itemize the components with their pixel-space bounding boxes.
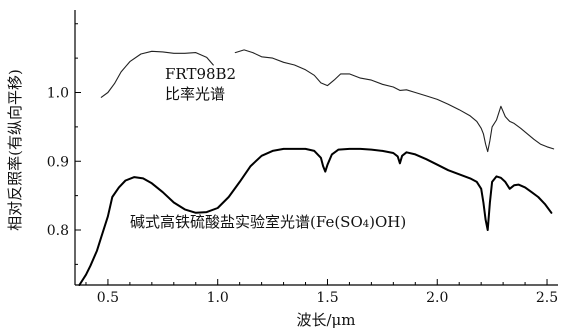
series-2-label: 碱式高铁硫酸盐实验室光谱(Fe(SO4)OH) bbox=[130, 213, 406, 231]
x-axis-label: 波长/μm bbox=[296, 311, 355, 329]
series-1-line-segment-1 bbox=[100, 50, 214, 98]
x-tick-label: 2.0 bbox=[426, 290, 448, 306]
series-1-line-segment-2 bbox=[234, 49, 555, 153]
x-tick-label: 2.5 bbox=[536, 290, 558, 306]
y-tick-label: 0.8 bbox=[47, 223, 69, 239]
plot-frame bbox=[74, 10, 558, 286]
y-axis-label: 相对反照率(有纵向平移) bbox=[6, 69, 24, 231]
series-2-line-segment-1 bbox=[78, 147, 553, 286]
x-tick-label: 0.5 bbox=[97, 290, 119, 306]
series-1-label-line-2: 比率光谱 bbox=[165, 85, 225, 103]
series-lines bbox=[78, 49, 555, 286]
x-tick-label: 1.0 bbox=[207, 290, 229, 306]
x-tick-label: 1.5 bbox=[316, 290, 338, 306]
y-tick-label: 0.9 bbox=[47, 154, 69, 170]
y-axis-ticks: 0.8 0.9 1.0 bbox=[47, 23, 81, 265]
y-tick-label: 1.0 bbox=[47, 86, 69, 102]
series-1-label-line-1: FRT98B2 bbox=[165, 65, 236, 83]
x-axis-ticks: 0.5 1.0 1.5 2.0 2.5 bbox=[85, 279, 558, 306]
